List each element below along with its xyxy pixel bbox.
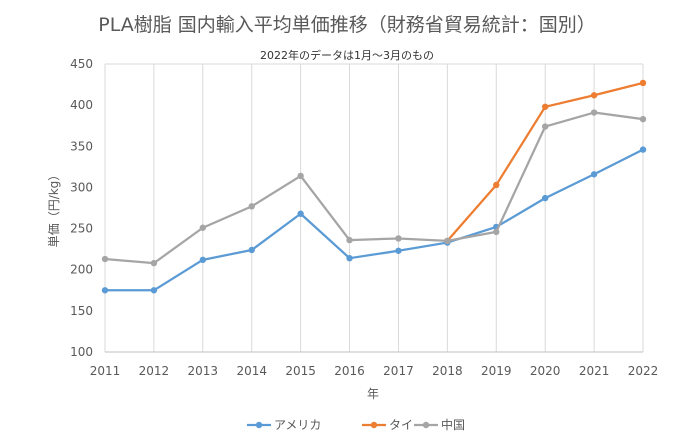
- y-tick-label: 300: [70, 180, 93, 194]
- x-tick-label: 2011: [90, 364, 121, 378]
- y-tick-label: 250: [70, 222, 93, 236]
- x-tick-label: 2020: [530, 364, 561, 378]
- data-point: [444, 237, 451, 245]
- legend-label: タイ: [389, 418, 413, 432]
- data-point: [248, 203, 255, 210]
- x-tick-label: 2018: [432, 364, 463, 378]
- data-point: [248, 246, 255, 254]
- x-tick-label: 2022: [628, 364, 659, 378]
- data-point: [541, 194, 549, 202]
- data-point: [493, 181, 500, 189]
- data-point: [639, 146, 647, 153]
- legend-marker: [255, 421, 263, 429]
- legend-label: 中国: [441, 417, 465, 432]
- x-tick-label: 2014: [236, 364, 267, 378]
- y-tick-label: 150: [70, 304, 93, 318]
- y-tick-label: 400: [70, 98, 93, 112]
- series-line-0: [105, 148, 644, 292]
- data-point: [639, 115, 647, 123]
- chart-title: PLA樹脂 国内輸入平均単価推移（財務省貿易統計：国別）: [98, 14, 596, 36]
- y-tick-label: 350: [70, 139, 93, 153]
- data-point: [395, 247, 402, 254]
- series: [101, 79, 647, 294]
- series-2: [101, 109, 647, 267]
- grid-lines: [104, 63, 644, 352]
- x-axis-title: 年: [367, 387, 379, 401]
- chart-subtitle: 2022年のデータは1月～3月のもの: [260, 49, 434, 62]
- data-point: [101, 255, 109, 263]
- data-point: [297, 172, 304, 180]
- data-point: [639, 79, 647, 87]
- data-point: [199, 256, 207, 264]
- y-tick-label: 200: [70, 263, 93, 277]
- x-tick-label: 2012: [139, 364, 170, 378]
- y-tick-labels: 100 150 200 250 300 350 400 450: [70, 57, 93, 359]
- x-tick-label: 2015: [285, 364, 316, 378]
- data-point: [150, 259, 158, 267]
- legend-item-1: タイ: [362, 418, 413, 432]
- x-tick-label: 2017: [383, 364, 414, 378]
- legend-marker: [370, 421, 378, 429]
- series-0: [101, 146, 647, 294]
- legend-item-2: 中国: [414, 417, 465, 432]
- x-tick-labels: 2011 2012 2013 2014 2015 2016 2017 2018 2019 2020…: [90, 364, 659, 378]
- data-point: [297, 210, 304, 217]
- y-tick-label: 100: [70, 345, 93, 359]
- data-point: [541, 103, 549, 110]
- series-line-2: [104, 111, 644, 265]
- x-tick-label: 2019: [481, 364, 512, 378]
- legend-item-0: アメリカ: [247, 418, 321, 432]
- data-point: [150, 287, 158, 294]
- x-tick-label: 2021: [579, 364, 610, 378]
- data-point: [199, 224, 207, 231]
- x-tick-label: 2016: [334, 364, 365, 378]
- data-point: [590, 92, 598, 99]
- data-point: [590, 109, 598, 116]
- legend: アメリカ タイ 中国: [247, 417, 465, 432]
- data-point: [346, 236, 353, 244]
- data-point: [493, 228, 500, 236]
- data-point: [541, 123, 549, 130]
- legend-marker: [422, 421, 430, 429]
- y-axis-title: 単価（円/kg）: [47, 169, 61, 248]
- x-tick-label: 2013: [188, 364, 219, 378]
- data-point: [346, 254, 353, 262]
- data-point: [101, 287, 109, 294]
- legend-label: アメリカ: [274, 418, 321, 432]
- data-point: [590, 171, 598, 178]
- data-point: [395, 235, 402, 242]
- y-tick-label: 450: [70, 57, 93, 71]
